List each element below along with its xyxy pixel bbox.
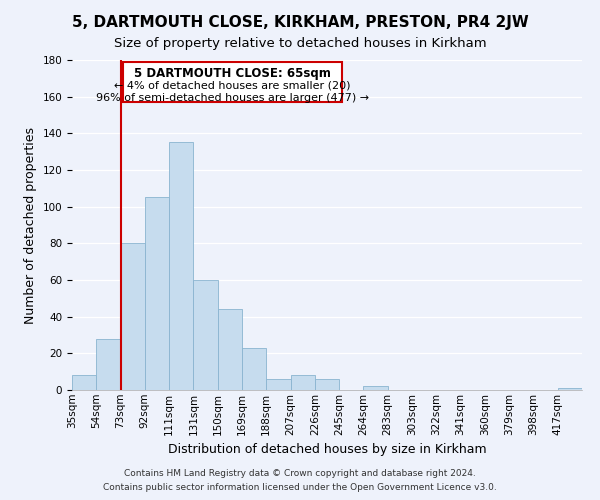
Text: Contains public sector information licensed under the Open Government Licence v3: Contains public sector information licen… (103, 484, 497, 492)
Bar (72, 376, 96, 390)
Bar (266, 379, 290, 390)
Bar (96, 338, 121, 390)
Bar (121, 244, 145, 390)
Text: 5 DARTMOUTH CLOSE: 65sqm: 5 DARTMOUTH CLOSE: 65sqm (134, 68, 331, 80)
Bar (290, 376, 315, 390)
Y-axis label: Number of detached properties: Number of detached properties (24, 126, 37, 324)
Bar (123, 62, 341, 102)
Text: Size of property relative to detached houses in Kirkham: Size of property relative to detached ho… (113, 38, 487, 51)
Bar (169, 142, 193, 390)
Bar (558, 388, 582, 390)
Bar (364, 386, 388, 390)
Bar (193, 280, 218, 390)
Bar (315, 379, 339, 390)
Bar (218, 310, 242, 390)
Text: 96% of semi-detached houses are larger (477) →: 96% of semi-detached houses are larger (… (96, 93, 369, 103)
X-axis label: Distribution of detached houses by size in Kirkham: Distribution of detached houses by size … (167, 443, 487, 456)
Bar (145, 198, 169, 390)
Text: 5, DARTMOUTH CLOSE, KIRKHAM, PRESTON, PR4 2JW: 5, DARTMOUTH CLOSE, KIRKHAM, PRESTON, PR… (71, 15, 529, 30)
Text: ← 4% of detached houses are smaller (20): ← 4% of detached houses are smaller (20) (114, 80, 350, 90)
Bar (242, 348, 266, 390)
Text: Contains HM Land Registry data © Crown copyright and database right 2024.: Contains HM Land Registry data © Crown c… (124, 468, 476, 477)
